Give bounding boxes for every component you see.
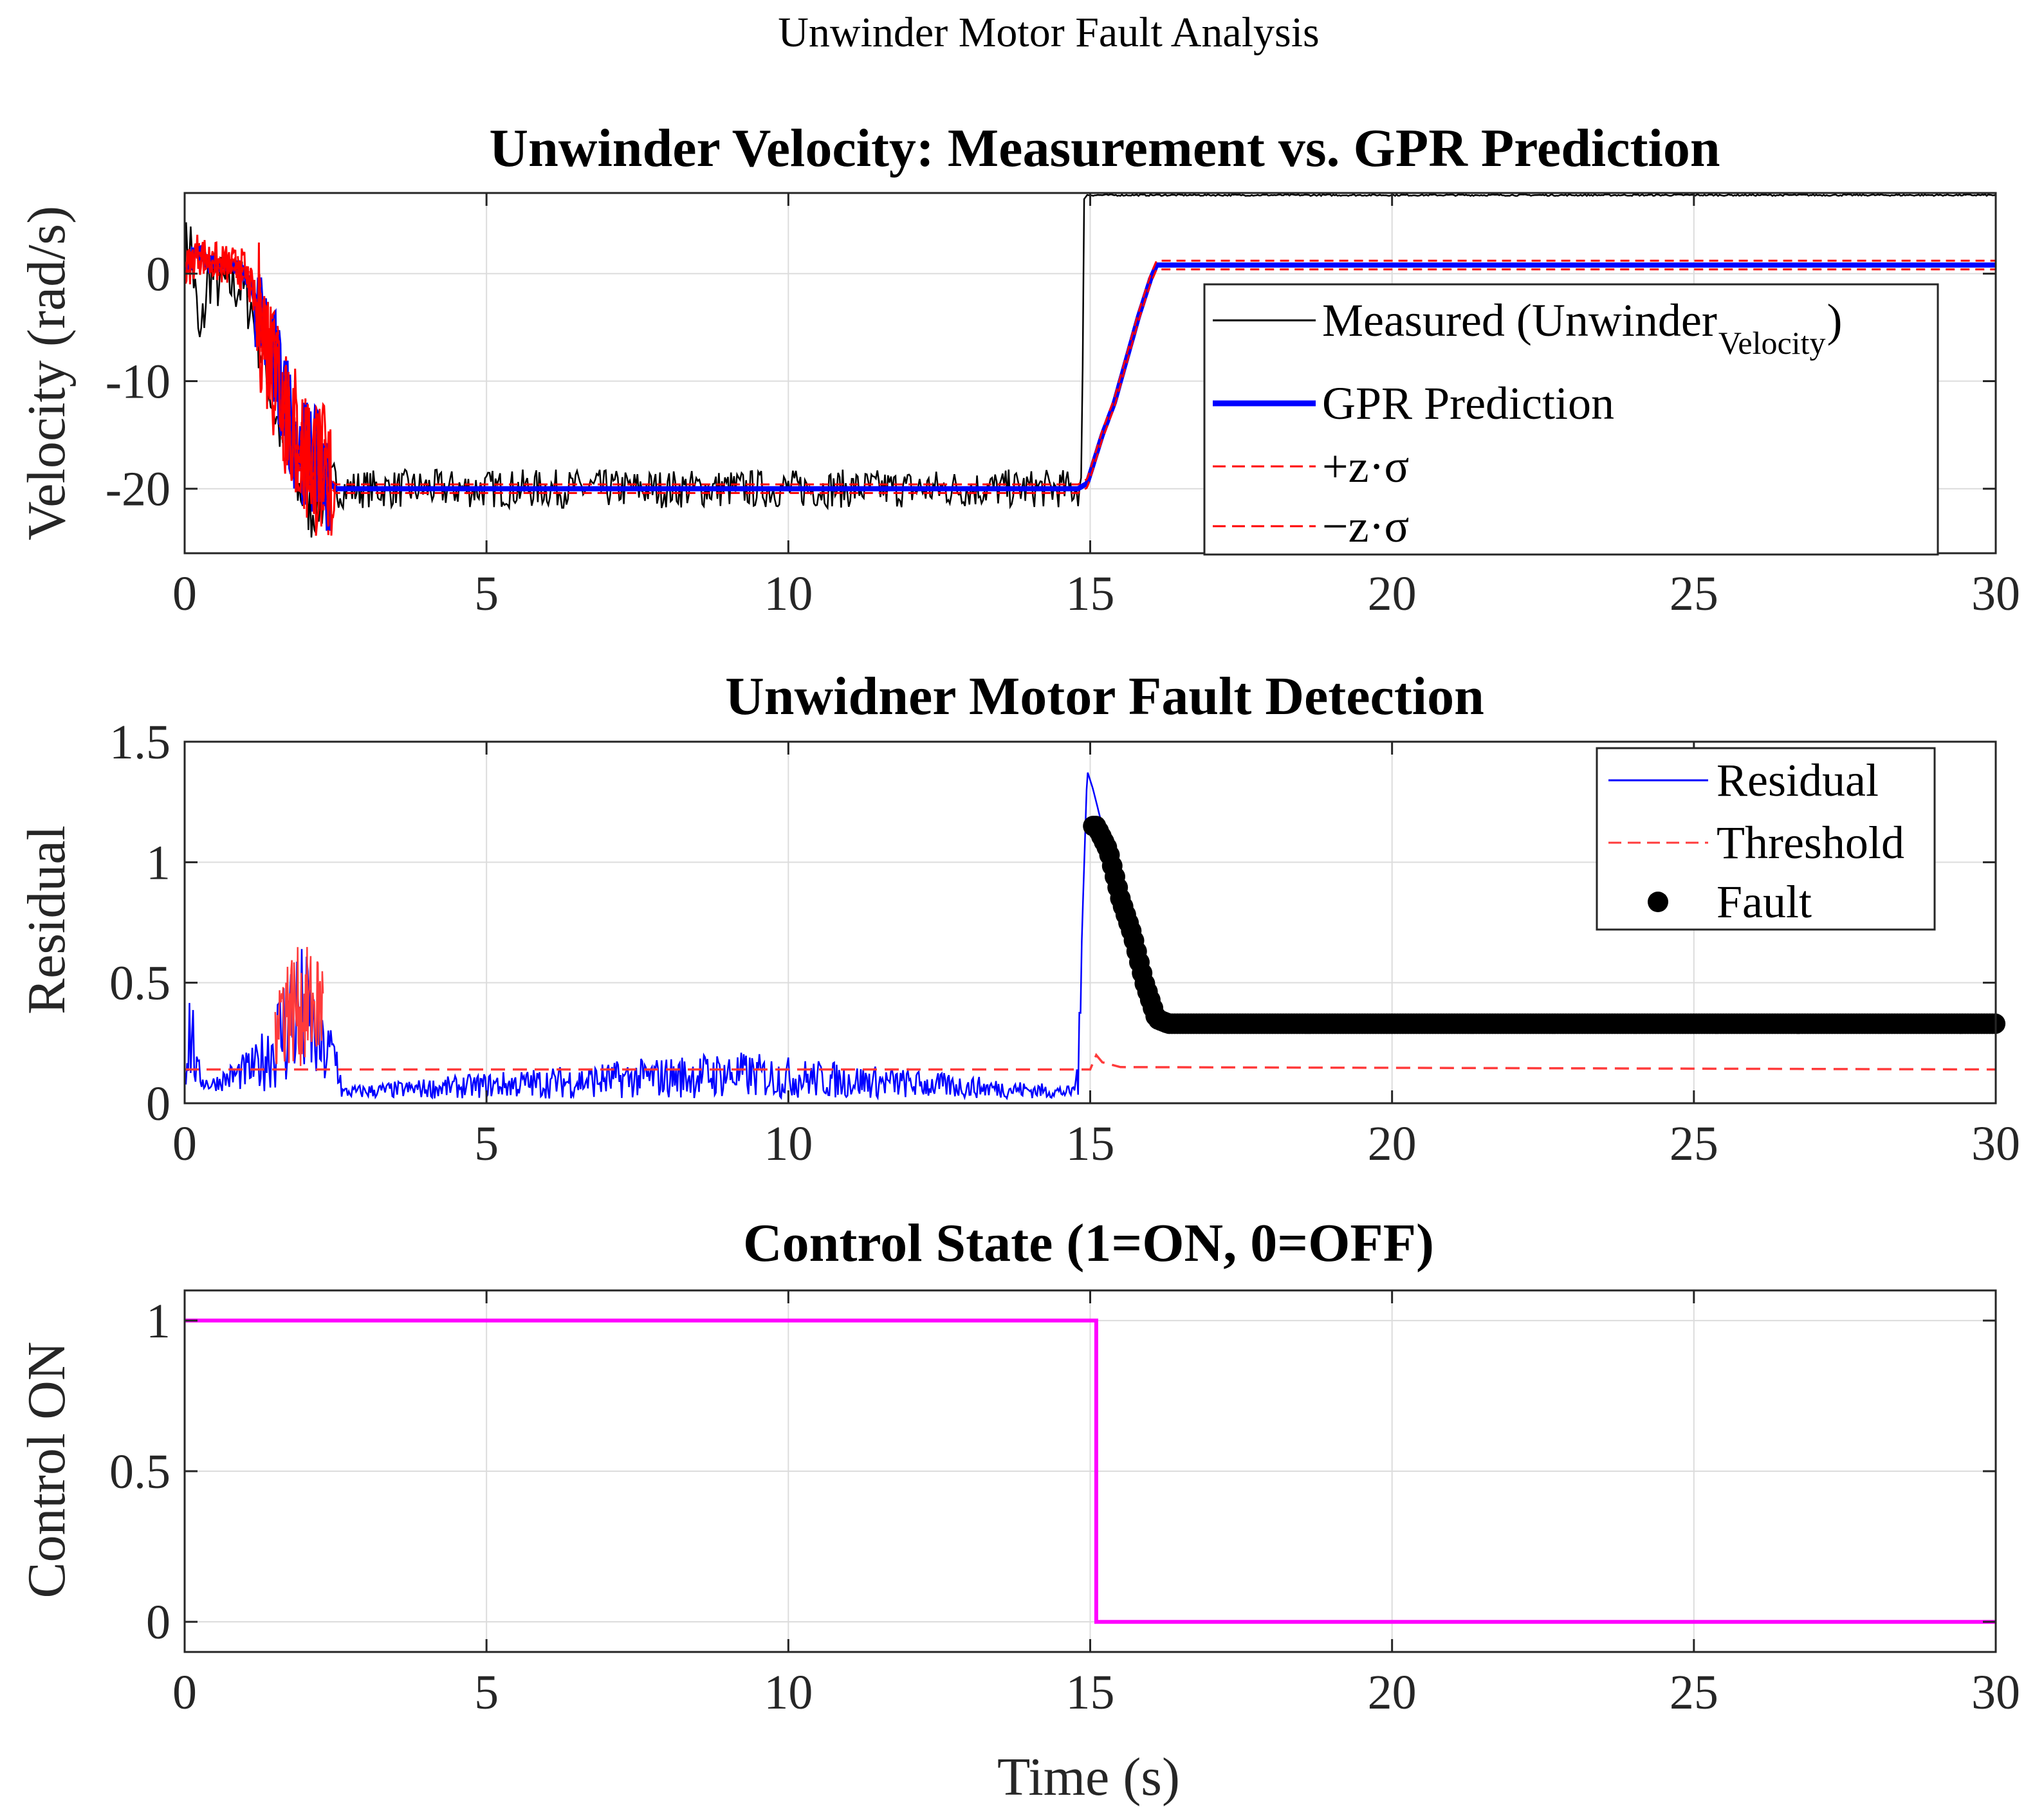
y-tick-label: -10 (106, 355, 170, 409)
control-series (185, 1318, 1996, 1624)
early-threshold-noise (274, 947, 324, 1067)
velocity-title: Unwinder Velocity: Measurement vs. GPR P… (489, 118, 1720, 178)
velocity-panel: Unwinder Velocity: Measurement vs. GPR P… (17, 118, 2020, 621)
x-tick-label: 30 (1971, 1117, 2020, 1171)
x-tick-label: 20 (1368, 1665, 1417, 1720)
x-tick-label: 15 (1066, 567, 1115, 621)
x-tick-label: 5 (474, 1117, 499, 1171)
x-tick-label: 5 (474, 567, 499, 621)
legend-close-paren: ) (1827, 295, 1842, 346)
y-tick-label: 1 (146, 836, 170, 890)
residual-panel: Unwidner Motor Fault Detection Residual … (17, 666, 2020, 1171)
legend-label: Threshold (1717, 817, 1904, 868)
control-grid (184, 1290, 1996, 1652)
x-tick-label: 10 (764, 1665, 813, 1720)
figure-suptitle: Unwinder Motor Fault Analysis (778, 9, 1319, 56)
legend-box (1203, 283, 1939, 556)
legend-label: −z·σ (1322, 500, 1409, 552)
x-tick-label: 25 (1670, 1117, 1718, 1171)
x-tick-label: 0 (172, 1665, 197, 1720)
control-ticks: 0 5 10 15 20 25 30 0 0.5 1 (109, 1290, 2020, 1720)
early-bound-noise (185, 234, 336, 536)
x-tick-label: 15 (1066, 1117, 1115, 1171)
velocity-legend: Measured (Unwinder Velocity) GPR Predictio… (1203, 283, 1939, 556)
threshold-line (185, 1052, 1996, 1071)
x-tick-label: 15 (1066, 1665, 1115, 1720)
x-tick-label: 30 (1971, 1665, 2020, 1720)
plot-area (185, 1318, 1996, 1624)
y-tick-label: 0 (146, 247, 170, 301)
x-tick-label: 0 (172, 567, 197, 621)
legend-label: GPR Prediction (1322, 378, 1614, 429)
legend-label: Residual (1717, 755, 1879, 806)
gpr-prediction-line (185, 244, 1996, 531)
x-tick-label: 20 (1368, 1117, 1417, 1171)
control-title: Control State (1=ON, 0=OFF) (743, 1213, 1434, 1273)
y-tick-label: 0 (146, 1077, 170, 1131)
residual-ticks: 0 5 10 15 20 25 30 0 0.5 1 1.5 (109, 715, 2020, 1171)
lower-bound-line (185, 251, 1996, 535)
legend-subscript: Velocity (1718, 325, 1826, 361)
y-tick-label: -20 (106, 463, 170, 517)
y-tick-label: 0.5 (109, 1445, 170, 1499)
y-tick-label: 0 (146, 1595, 170, 1649)
velocity-ticks: 0 5 10 15 20 25 30 0 -10 -20 (106, 193, 2020, 621)
control-ylabel: Control ON (17, 1342, 77, 1599)
residual-title: Unwidner Motor Fault Detection (725, 666, 1484, 726)
x-tick-label: 20 (1368, 567, 1417, 621)
x-tick-label: 5 (474, 1665, 499, 1720)
residual-ylabel: Residual (17, 825, 77, 1014)
y-tick-label: 0.5 (109, 957, 170, 1011)
x-tick-label: 10 (764, 1117, 813, 1171)
legend-label: Measured (Unwinder (1322, 295, 1717, 346)
upper-bound-line (185, 243, 1996, 527)
residual-legend: Residual Threshold Fault (1596, 747, 1936, 931)
legend-label: +z·σ (1322, 441, 1409, 492)
x-tick-label: 0 (172, 1117, 197, 1171)
residual-series (185, 772, 2006, 1101)
control-on-line (185, 1318, 1996, 1624)
y-tick-label: 1 (146, 1294, 170, 1348)
x-tick-label: 25 (1670, 567, 1718, 621)
velocity-ylabel: Velocity (rad/s) (17, 206, 77, 540)
x-tick-label: 25 (1670, 1665, 1718, 1720)
x-tick-label: 30 (1971, 567, 2020, 621)
control-xlabel: Time (s) (997, 1747, 1180, 1807)
legend-label: Fault (1717, 876, 1812, 928)
y-tick-label: 1.5 (109, 715, 170, 769)
legend-swatch (1648, 892, 1668, 912)
x-tick-label: 10 (764, 567, 813, 621)
control-panel: Control State (1=ON, 0=OFF) Control ON T… (17, 1213, 2020, 1807)
